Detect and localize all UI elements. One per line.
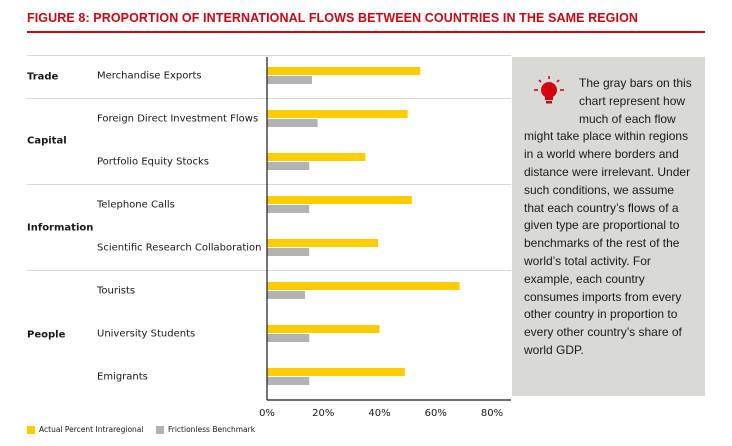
bar-actual [267,67,421,75]
legend-benchmark: Frictionless Benchmark [156,425,255,434]
legend-actual: Actual Percent Intraregional [27,425,143,434]
x-tick-label: 0% [259,408,275,419]
row-separator [27,270,511,271]
bar-benchmark [267,291,305,299]
group-label-capital: Capital [27,135,67,147]
category-label: Emigrants [97,371,148,383]
bar-benchmark [267,119,318,127]
legend-swatch-benchmark [156,425,164,434]
figure-title: FIGURE 8: PROPORTION OF INTERNATIONAL FL… [27,11,639,25]
bar-benchmark [267,248,310,256]
group-label-people: People [27,329,66,341]
bar-actual [267,196,412,204]
bar-benchmark [267,377,310,385]
category-label: Portfolio Equity Stocks [97,156,210,168]
category-label: University Students [97,328,196,340]
row-separator [27,98,511,99]
x-tick-label: 20% [312,408,334,419]
bar-actual [267,282,460,290]
bar-actual [267,239,379,247]
note-box: The gray bars on this chart represent ho… [512,57,705,396]
x-tick-label: 40% [368,408,390,419]
bar-benchmark [267,205,310,213]
bar-benchmark [267,76,312,84]
category-label: Scientific Research Collaboration [97,242,262,254]
category-label: Telephone Calls [97,199,175,211]
legend-label-actual: Actual Percent Intraregional [39,425,144,434]
category-label: Merchandise Exports [97,70,202,82]
lightbulb-icon [534,76,564,104]
bar-actual [267,110,408,118]
category-label: Tourists [97,285,136,297]
category-label: Foreign Direct Investment Flows [97,113,259,125]
bar-actual [267,325,380,333]
row-separator [27,55,511,56]
note-text: The gray bars on this chart represent ho… [524,76,692,357]
bar-actual [267,368,405,376]
legend-swatch-actual [27,425,35,434]
x-tick-label: 80% [481,408,503,419]
bar-benchmark [267,334,310,342]
group-label-trade: Trade [27,71,59,83]
legend-label-benchmark: Frictionless Benchmark [168,425,256,434]
x-tick-label: 60% [425,408,447,419]
title-rule [27,31,705,33]
bar-benchmark [267,162,310,170]
bar-actual [267,153,366,161]
row-separator [27,184,511,185]
group-label-information: Information [27,222,94,234]
